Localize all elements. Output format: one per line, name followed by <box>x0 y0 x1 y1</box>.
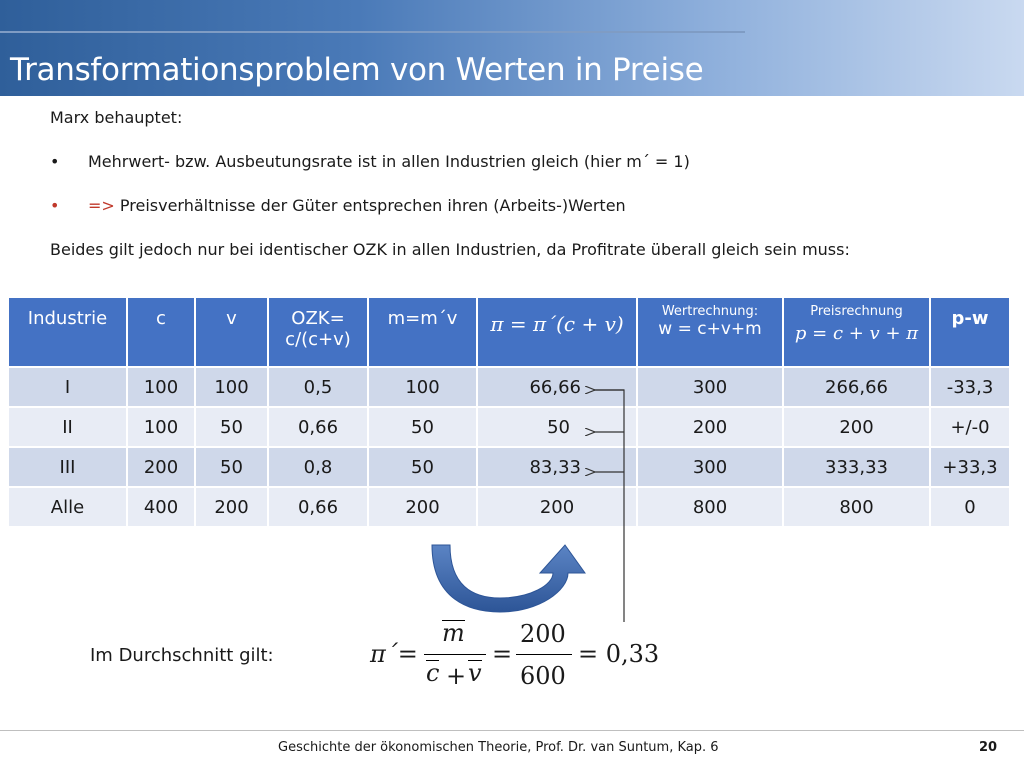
cell-pi: 83,33 <box>478 448 636 486</box>
cell-w: 800 <box>638 488 782 526</box>
formula-lhs: π´= <box>370 640 418 668</box>
header-divider <box>0 31 745 33</box>
header-ozk-line2: c/(c+v) <box>285 329 351 350</box>
page-number: 20 <box>979 740 998 755</box>
cell-industrie: I <box>9 368 126 406</box>
cell-v: 100 <box>196 368 267 406</box>
cell-m: 200 <box>369 488 476 526</box>
header-pw: p-w <box>951 308 989 329</box>
header-m: m=m´v <box>387 308 458 329</box>
transformation-table: Industrie c v OZK= c/(c+v) m=m´v π = π´(c… <box>7 296 1011 528</box>
formula-fraction-bar-2 <box>516 654 572 655</box>
header-c: c <box>156 308 166 329</box>
cell-p: 800 <box>784 488 929 526</box>
cell-pi: 66,66 <box>478 368 636 406</box>
bullet-1-symbol: • <box>50 152 60 171</box>
cell-c: 100 <box>128 368 194 406</box>
formula-den-c: c <box>426 659 440 687</box>
table-row: III 200 50 0,8 50 83,33 300 333,33 +33,3 <box>9 448 1009 486</box>
connector-line <box>594 389 625 622</box>
bullet-2-line: => Preisverhältnisse der Güter entsprech… <box>88 196 626 215</box>
cell-pw: 0 <box>931 488 1009 526</box>
header-preis-label: Preisrechnung <box>810 304 903 319</box>
table-row: I 100 100 0,5 100 66,66 300 266,66 -33,3 <box>9 368 1009 406</box>
formula-fraction-bar-1 <box>424 654 486 655</box>
cell-pi: 200 <box>478 488 636 526</box>
cell-w: 300 <box>638 448 782 486</box>
formula-den-v: v <box>468 659 482 687</box>
cell-p: 333,33 <box>784 448 929 486</box>
cell-p: 266,66 <box>784 368 929 406</box>
implies-arrow: => <box>88 196 115 215</box>
table-row: II 100 50 0,66 50 50 200 200 +/-0 <box>9 408 1009 446</box>
cell-industrie: Alle <box>9 488 126 526</box>
average-label: Im Durchschnitt gilt: <box>90 645 274 666</box>
cell-industrie: II <box>9 408 126 446</box>
cell-pi: 50 <box>478 408 636 446</box>
formula-den-plus: + <box>446 662 467 690</box>
cell-m: 50 <box>369 448 476 486</box>
cell-w: 200 <box>638 408 782 446</box>
header-wert-label: Wertrechnung: <box>661 304 759 319</box>
formula-eq: = <box>492 640 513 668</box>
cell-p: 200 <box>784 408 929 446</box>
curved-arrow-icon <box>431 544 586 613</box>
cell-w: 300 <box>638 368 782 406</box>
cell-v: 50 <box>196 448 267 486</box>
formula-result: = 0,33 <box>578 640 660 668</box>
header-v: v <box>226 308 237 329</box>
cell-pw: -33,3 <box>931 368 1009 406</box>
header-band <box>0 0 1024 96</box>
cell-industrie: III <box>9 448 126 486</box>
footer-text: Geschichte der ökonomischen Theorie, Pro… <box>278 740 719 755</box>
cell-pw: +33,3 <box>931 448 1009 486</box>
formula-num-symbol: m <box>442 619 465 647</box>
cell-ozk: 0,8 <box>269 448 367 486</box>
cell-v: 50 <box>196 408 267 446</box>
formula-den-value: 600 <box>520 662 566 690</box>
statement-text: Beides gilt jedoch nur bei identischer O… <box>50 240 850 259</box>
cell-c: 100 <box>128 408 194 446</box>
header-industrie: Industrie <box>27 308 108 329</box>
intro-text: Marx behauptet: <box>50 108 183 127</box>
cell-ozk: 0,66 <box>269 408 367 446</box>
table-row: Alle 400 200 0,66 200 200 800 800 0 <box>9 488 1009 526</box>
bullet-1-text: Mehrwert- bzw. Ausbeutungsrate ist in al… <box>88 152 690 171</box>
bullet-2-symbol: • <box>50 196 60 215</box>
cell-ozk: 0,5 <box>269 368 367 406</box>
cell-m: 100 <box>369 368 476 406</box>
header-preis-formula: p = c + v + π <box>794 323 919 344</box>
footer-divider <box>0 730 1024 731</box>
bullet-2-text: Preisverhältnisse der Güter entsprechen … <box>114 196 626 215</box>
formula-num-value: 200 <box>520 620 566 648</box>
cell-pw: +/-0 <box>931 408 1009 446</box>
cell-m: 50 <box>369 408 476 446</box>
header-pi-formula: π = π´(c + v) <box>490 312 624 336</box>
cell-v: 200 <box>196 488 267 526</box>
cell-ozk: 0,66 <box>269 488 367 526</box>
cell-c: 200 <box>128 448 194 486</box>
cell-c: 400 <box>128 488 194 526</box>
slide-title: Transformationsproblem von Werten in Pre… <box>10 52 704 88</box>
header-ozk-line1: OZK= <box>291 308 345 329</box>
table-header-row: Industrie c v OZK= c/(c+v) m=m´v π = π´(c… <box>9 298 1009 366</box>
header-wert-formula: w = c+v+m <box>658 319 762 339</box>
